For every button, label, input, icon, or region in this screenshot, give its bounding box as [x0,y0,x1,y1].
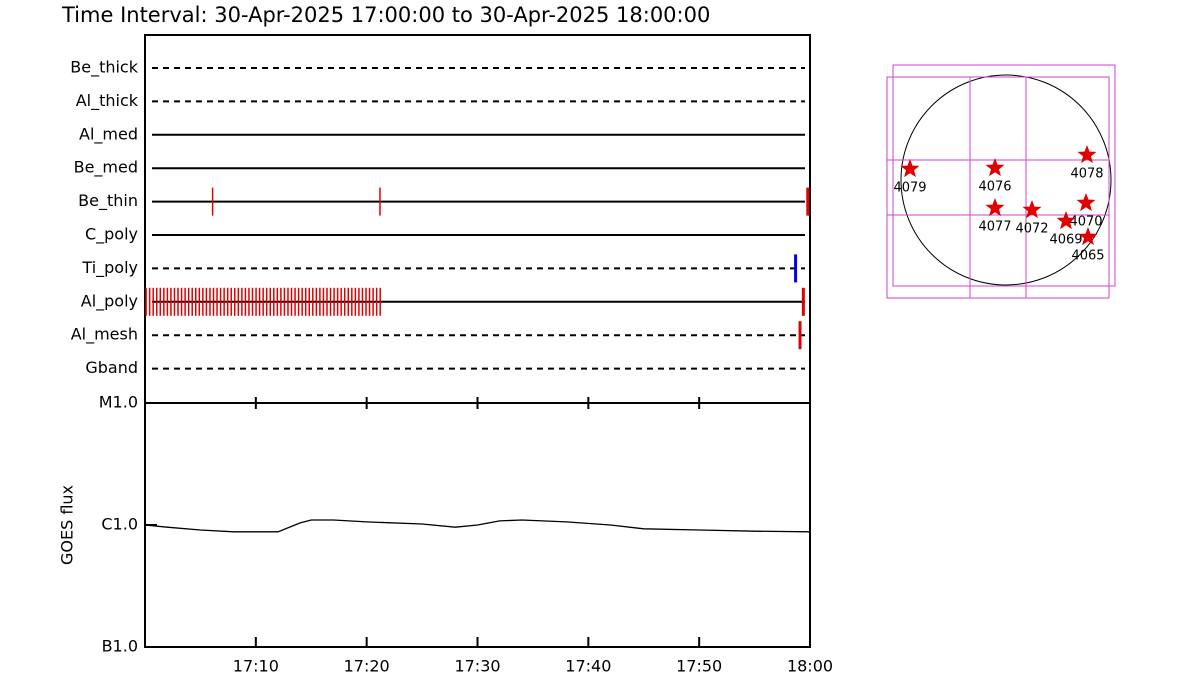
region-label: 4072 [1015,222,1048,237]
goes-flux-line [144,519,811,533]
y-tick-label: C1.0 [101,515,138,534]
chart-title: Time Interval: 30-Apr-2025 17:00:00 to 3… [61,3,710,27]
region-label: 4079 [893,181,926,196]
region-star [985,158,1005,177]
x-tick-label: 18:00 [787,657,833,676]
filter-label: Ti_poly [81,258,138,278]
fov-box [886,76,1110,299]
filter-label: Al_thick [76,91,139,111]
filter-label: Be_med [74,158,138,178]
region-label: 4076 [978,180,1011,195]
region-star [1077,145,1097,164]
plot-frame [144,34,811,648]
region-star [1056,211,1076,230]
region-label: 4069 [1049,233,1082,248]
filter-label: Al_mesh [71,325,138,345]
y-axis-label: GOES flux [58,485,77,565]
filter-label: Al_poly [81,291,138,311]
x-tick-label: 17:50 [676,657,722,676]
region-label: 4077 [978,220,1011,235]
y-tick-label: B1.0 [102,637,138,656]
x-tick-label: 17:40 [565,657,611,676]
x-tick-label: 17:10 [233,657,279,676]
region-label: 4065 [1071,249,1104,264]
region-star [1022,200,1042,219]
y-tick-label: M1.0 [99,393,138,412]
x-tick-label: 17:30 [454,657,500,676]
filter-label: Al_med [79,124,138,144]
region-star [985,198,1005,217]
region-star [900,159,920,178]
region-label: 4070 [1069,215,1102,230]
filter-label: Gband [85,358,138,377]
sun-map [886,64,1116,299]
fov-box [892,64,1116,287]
region-label: 4078 [1070,167,1103,182]
x-tick-label: 17:20 [344,657,390,676]
filter-label: C_poly [85,225,138,245]
filter-label: Be_thin [78,191,138,211]
region-star [1076,193,1096,212]
solar-disk [900,74,1112,286]
region-star [1078,227,1098,246]
filter-label: Be_thick [70,58,138,78]
